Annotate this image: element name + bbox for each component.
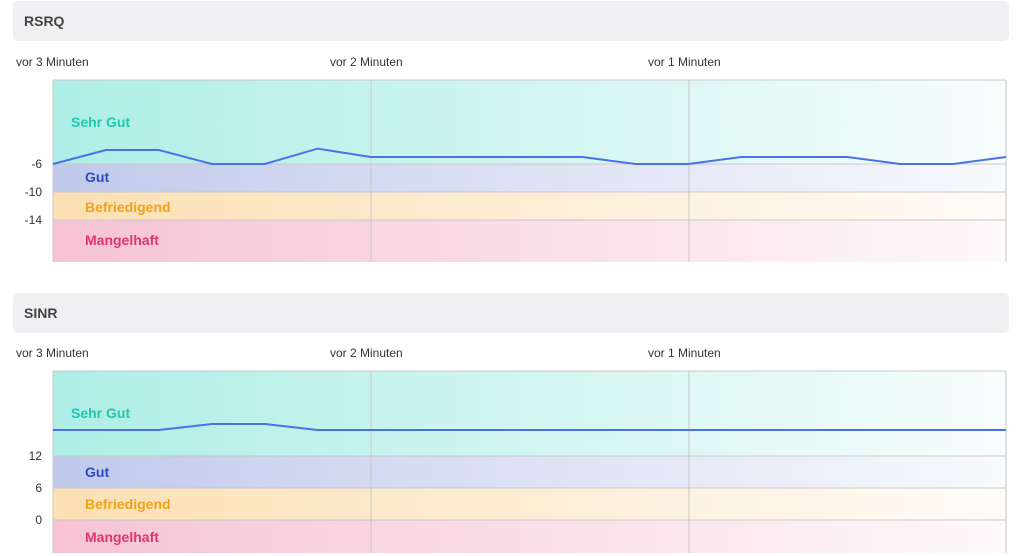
x-tick-label: vor 3 Minuten xyxy=(16,346,89,360)
x-tick-label: vor 1 Minuten xyxy=(648,346,721,360)
zone-mangelhaft xyxy=(53,520,1006,553)
zone-label-mangelhaft: Mangelhaft xyxy=(85,232,159,248)
x-tick-label: vor 3 Minuten xyxy=(16,55,89,69)
zone-gut xyxy=(53,456,1006,488)
sinr-panel-title: SINR xyxy=(13,293,1009,333)
y-tick-label: -14 xyxy=(25,213,43,227)
grid-lines xyxy=(52,370,1007,553)
y-tick-label: -10 xyxy=(25,185,43,199)
zone-label-befriedigend: Befriedigend xyxy=(85,496,171,512)
zone-mangelhaft xyxy=(53,220,1006,262)
zone-label-gut: Gut xyxy=(85,464,109,480)
zone-gut xyxy=(53,164,1006,192)
rsrq-panel-title: RSRQ xyxy=(13,1,1009,41)
zone-label-gut: Gut xyxy=(85,169,109,185)
data-line xyxy=(53,423,1006,431)
data-line xyxy=(52,147,1007,165)
y-tick-label: 6 xyxy=(35,481,42,495)
x-tick-label: vor 2 Minuten xyxy=(330,55,403,69)
zone-sehr-gut xyxy=(53,371,1006,456)
zone-label-sehr-gut: Sehr Gut xyxy=(71,405,130,421)
y-tick-label: -6 xyxy=(31,157,42,171)
zone-label-mangelhaft: Mangelhaft xyxy=(85,529,159,545)
x-tick-label: vor 2 Minuten xyxy=(330,346,403,360)
zone-befriedigend xyxy=(53,488,1006,520)
x-tick-label: vor 1 Minuten xyxy=(648,55,721,69)
zone-label-befriedigend: Befriedigend xyxy=(85,199,171,215)
rsrq-chart: vor 3 Minuten vor 2 Minuten vor 1 Minuten -… xyxy=(16,55,1007,262)
zone-befriedigend xyxy=(53,192,1006,220)
y-tick-label: 0 xyxy=(35,513,42,527)
y-tick-label: 12 xyxy=(29,449,43,463)
sinr-chart: vor 3 Minuten vor 2 Minuten vor 1 Minuten 1… xyxy=(16,346,1007,553)
zone-label-sehr-gut: Sehr Gut xyxy=(71,114,130,130)
zone-sehr-gut xyxy=(53,80,1006,164)
